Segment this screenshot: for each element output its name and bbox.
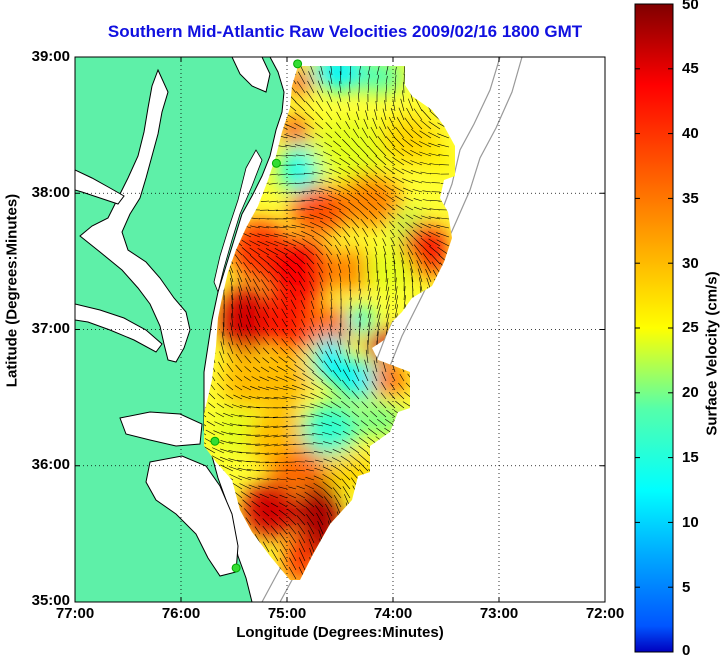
velocity-patch: [426, 146, 454, 174]
x-tick-label: 75:00: [257, 605, 317, 622]
station-marker: [294, 60, 302, 68]
colorbar-tick-label: 40: [682, 125, 699, 142]
y-axis-label: Latitude (Degrees:Minutes): [4, 181, 21, 401]
colorbar-tick-label: 30: [682, 255, 699, 272]
x-tick-label: 74:00: [363, 605, 423, 622]
y-tick-label: 39:00: [18, 48, 70, 65]
x-axis-label: Longitude (Degrees:Minutes): [75, 624, 605, 641]
colorbar-tick-label: 35: [682, 190, 699, 207]
colorbar-tick-label: 50: [682, 0, 699, 13]
colorbar-tick-label: 5: [682, 579, 690, 596]
colorbar-tick-label: 45: [682, 60, 699, 77]
x-tick-label: 73:00: [469, 605, 529, 622]
station-marker: [211, 437, 219, 445]
velocity-patch: [302, 402, 358, 458]
station-marker: [272, 159, 280, 167]
colorbar-tick-label: 20: [682, 384, 699, 401]
colorbar-label: Surface Velocity (cm/s): [704, 234, 721, 474]
colorbar-tick-label: 10: [682, 514, 699, 531]
x-tick-label: 72:00: [575, 605, 635, 622]
colorbar-tick-label: 25: [682, 319, 699, 336]
station-marker: [232, 564, 240, 572]
velocity-patch: [364, 250, 416, 290]
x-tick-label: 76:00: [151, 605, 211, 622]
chart-title: Southern Mid-Atlantic Raw Velocities 200…: [60, 22, 630, 42]
colorbar-tick-label: 15: [682, 449, 699, 466]
y-tick-label: 38:00: [18, 184, 70, 201]
y-tick-label: 36:00: [18, 456, 70, 473]
y-tick-label: 37:00: [18, 320, 70, 337]
colorbar-tick-label: 0: [682, 642, 690, 659]
colorbar: [635, 4, 673, 652]
x-tick-label: 77:00: [45, 605, 105, 622]
